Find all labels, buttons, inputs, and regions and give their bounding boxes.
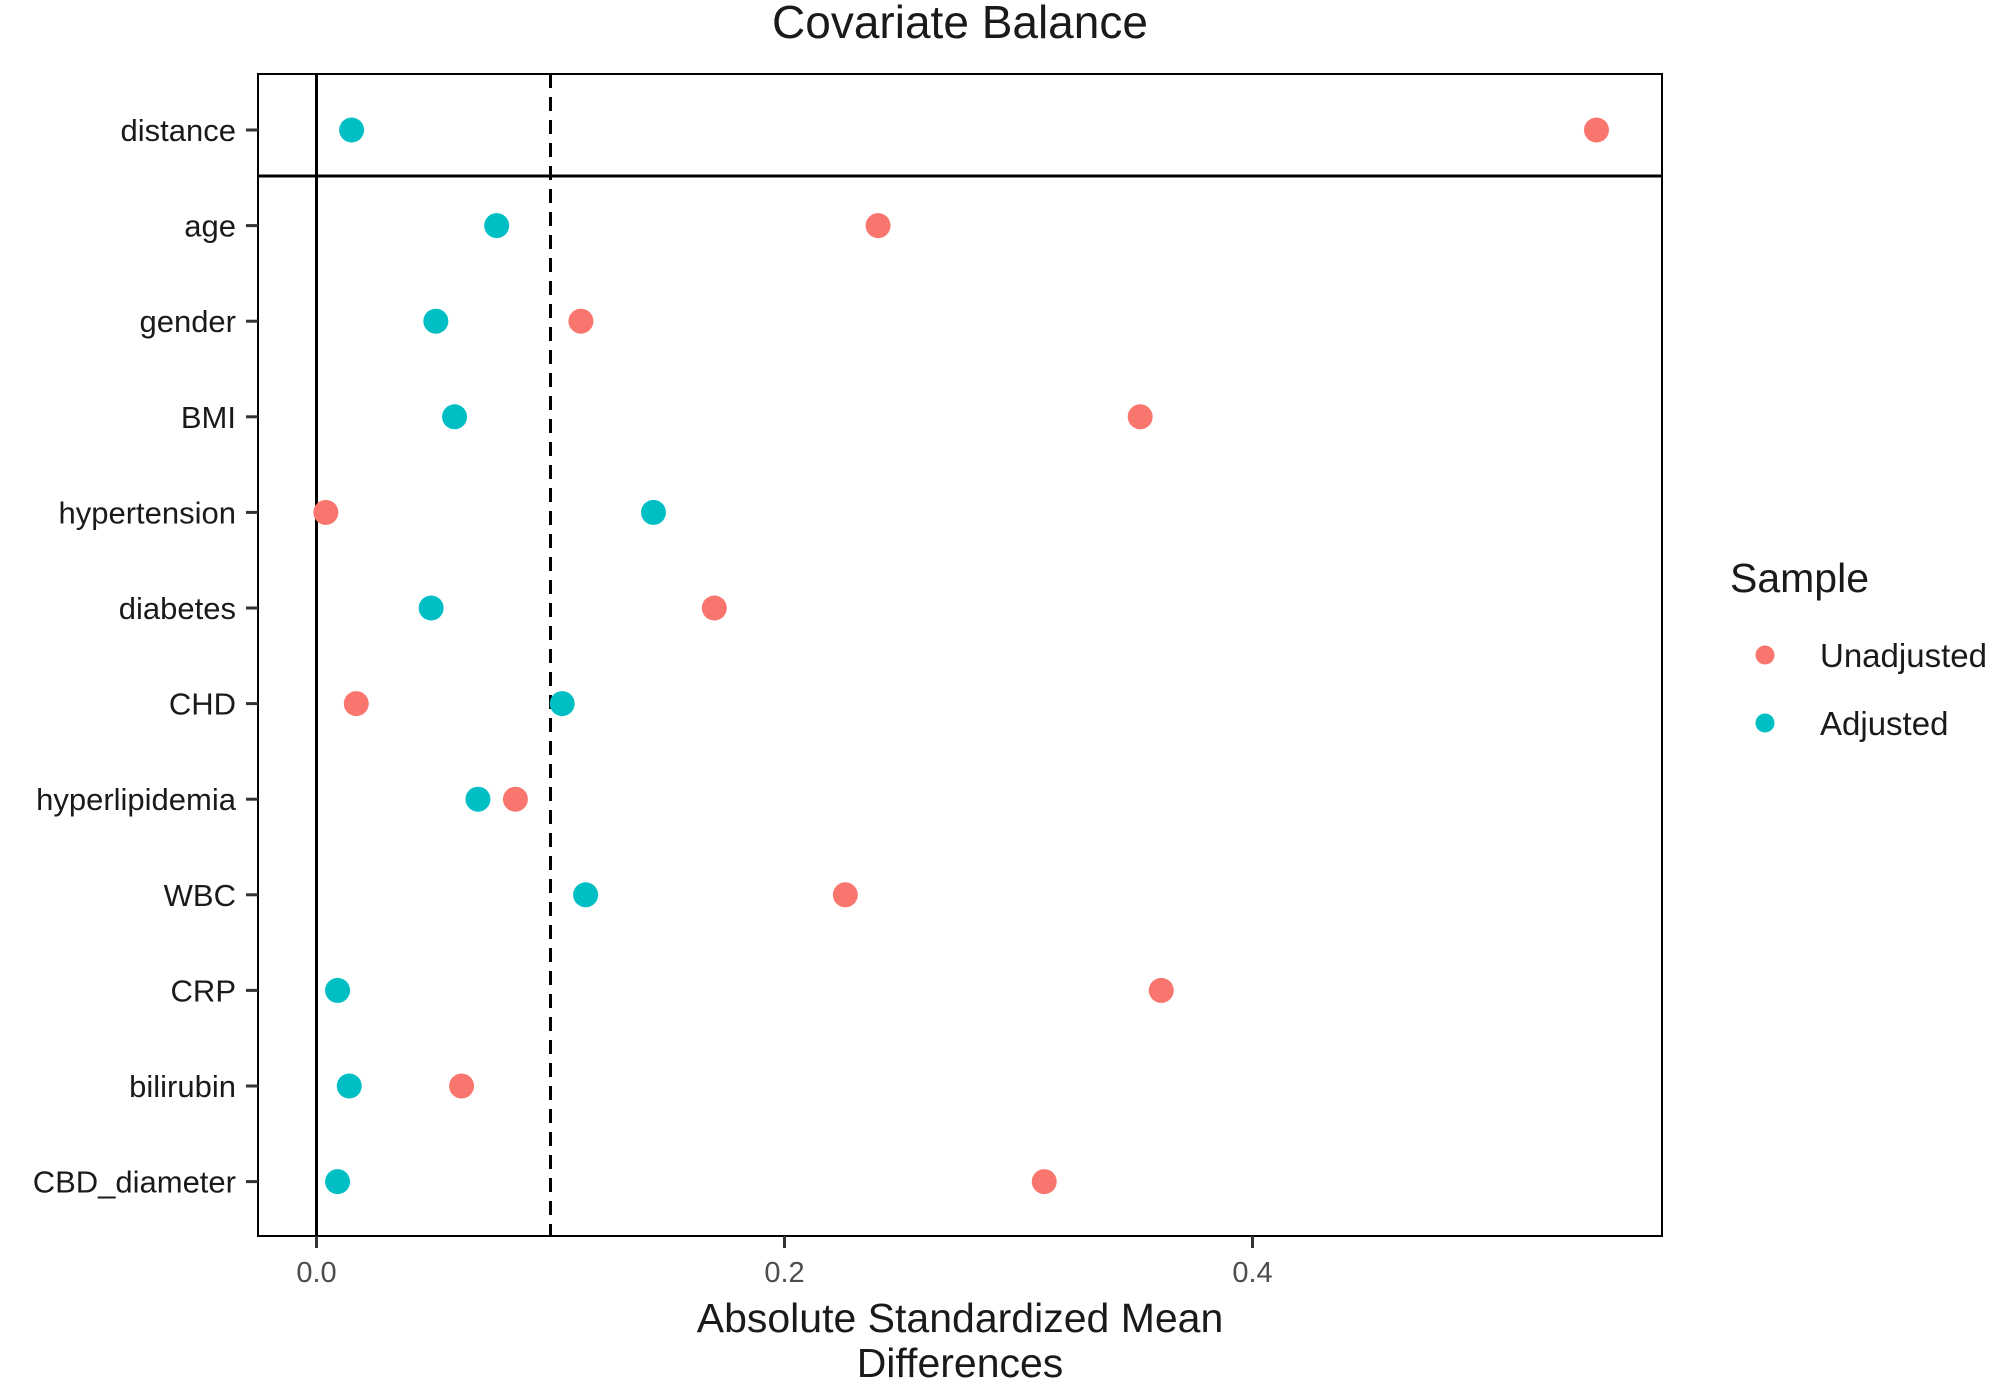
y-tick-label: CBD_diameter [33, 1165, 236, 1200]
legend: Sample Unadjusted Adjusted [1730, 555, 1987, 742]
series-adjusted [325, 117, 666, 1195]
point-adjusted-chd [549, 691, 575, 717]
x-axis-label-line-1: Absolute Standardized Mean [697, 1295, 1224, 1341]
point-adjusted-distance [339, 117, 365, 143]
legend-title: Sample [1730, 555, 1869, 601]
y-tick-label: WBC [164, 878, 236, 913]
plot-panel [257, 73, 1663, 1237]
point-unadjusted-chd [343, 691, 369, 717]
y-tick-label: distance [121, 113, 236, 148]
y-axis: distance age gender BMI hypertension diabetes… [33, 113, 258, 1200]
legend-key-unadjusted [1755, 645, 1775, 665]
x-axis: 0.0 0.2 0.4 [296, 1236, 1273, 1289]
point-adjusted-diabetes [418, 595, 444, 621]
y-tick-label: age [184, 209, 236, 244]
point-unadjusted-hypertension [313, 499, 339, 525]
chart-title: Covariate Balance [772, 0, 1148, 48]
data-points [313, 117, 1609, 1195]
point-unadjusted-cbd_diameter [1031, 1169, 1057, 1195]
y-tick-label: hyperlipidemia [36, 782, 237, 817]
point-unadjusted-crp [1148, 977, 1174, 1003]
point-unadjusted-hyperlipidemia [502, 786, 528, 812]
point-adjusted-age [484, 213, 510, 239]
point-unadjusted-diabetes [701, 595, 727, 621]
point-unadjusted-wbc [832, 882, 858, 908]
point-adjusted-cbd_diameter [325, 1169, 351, 1195]
point-adjusted-bmi [442, 404, 468, 430]
series-unadjusted [313, 117, 1609, 1195]
point-unadjusted-bmi [1127, 404, 1153, 430]
y-tick-label: diabetes [119, 591, 236, 626]
x-tick-label: 0.2 [764, 1257, 804, 1289]
point-unadjusted-gender [568, 308, 594, 334]
y-tick-label: CHD [169, 687, 236, 722]
point-adjusted-gender [423, 308, 449, 334]
point-adjusted-hyperlipidemia [465, 786, 491, 812]
legend-label-adjusted: Adjusted [1820, 705, 1948, 742]
x-axis-label-line-2: Differences [857, 1340, 1064, 1385]
legend-label-unadjusted: Unadjusted [1820, 637, 1987, 674]
point-adjusted-crp [325, 977, 351, 1003]
point-adjusted-hypertension [640, 499, 666, 525]
y-tick-label: gender [139, 304, 236, 339]
y-tick-label: BMI [181, 400, 236, 435]
x-tick-label: 0.4 [1232, 1257, 1272, 1289]
point-adjusted-wbc [573, 882, 599, 908]
legend-key-adjusted [1755, 713, 1775, 733]
y-tick-label: bilirubin [129, 1069, 236, 1104]
point-unadjusted-distance [1583, 117, 1609, 143]
y-tick-label: hypertension [58, 495, 236, 530]
point-unadjusted-age [865, 213, 891, 239]
plot-border [257, 73, 1663, 1237]
point-unadjusted-bilirubin [449, 1073, 475, 1099]
y-tick-label: CRP [171, 973, 236, 1008]
point-adjusted-bilirubin [336, 1073, 362, 1099]
x-tick-label: 0.0 [296, 1257, 336, 1289]
